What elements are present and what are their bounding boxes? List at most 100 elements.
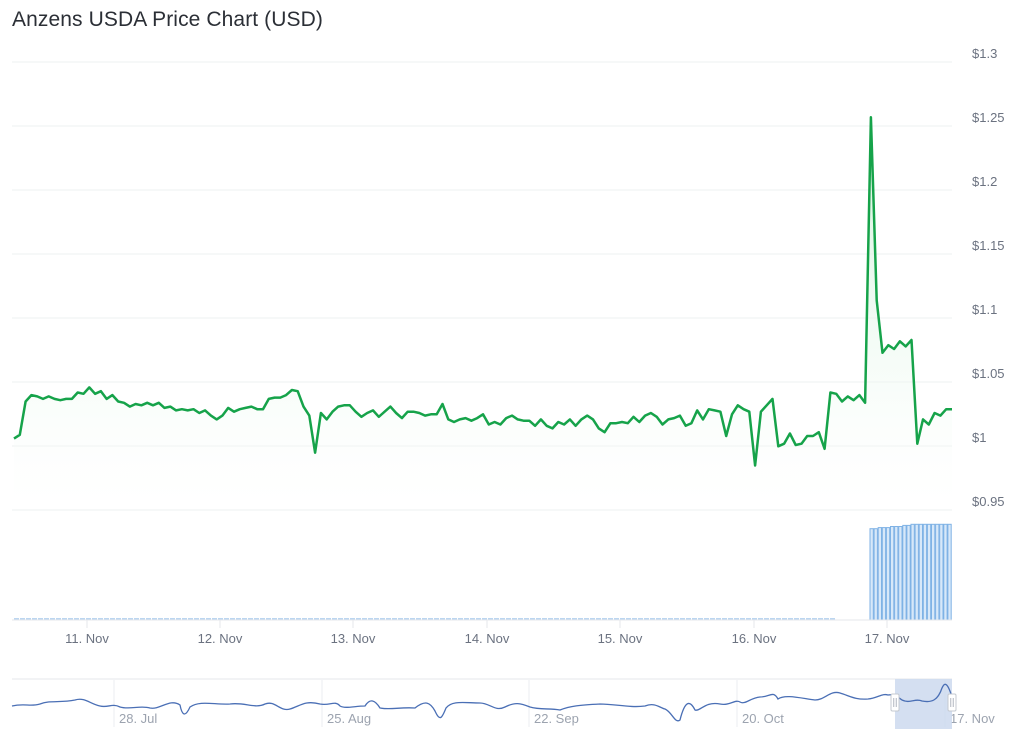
volume-bar [14,618,19,620]
volume-bar [224,618,229,620]
volume-bar [176,618,181,620]
volume-bar [338,618,343,620]
volume-bar [674,618,679,620]
volume-bar [914,523,919,621]
volume-bar [380,618,385,620]
volume-bar [614,618,619,620]
volume-bar [494,618,499,620]
volume-bar [152,618,157,620]
volume-bar [668,618,673,620]
volume-bar [344,618,349,620]
volume-bar [440,618,445,620]
x-tick-label: 13. Nov [331,631,376,646]
volume-bar [566,618,571,620]
price-line[interactable] [13,116,952,467]
volume-bar [885,527,891,621]
y-tick-label: $1.2 [972,174,997,189]
y-tick-label: $1.25 [972,110,1005,125]
volume-bar [590,618,595,620]
volume-bar [752,618,757,620]
navigator-tick-label: 22. Sep [534,711,579,726]
volume-bar [290,618,295,620]
navigator-left-handle[interactable] [890,693,900,712]
volume-bar [326,618,331,620]
volume-bar [194,618,199,620]
x-tick-label: 16. Nov [732,631,777,646]
navigator-right-handle[interactable] [947,693,957,712]
volume-bar [626,618,631,620]
volume-bar [902,524,907,621]
volume-bar [362,618,367,620]
volume-bar [38,618,43,620]
volume-bar [800,618,805,620]
volume-bar [188,618,193,620]
x-tick-label: 11. Nov [65,631,109,646]
volume-bar [140,618,145,620]
volume-bar [320,618,325,620]
volume-bar [350,618,355,620]
volume-bar [530,618,535,620]
volume-bar [272,618,277,620]
volume-bar [476,618,481,620]
volume-bar [434,618,439,620]
volume-bar [776,618,781,620]
y-axis-labels: $1.3 $1.25 $1.2 $1.15 $1.1 $1.05 $1 $0.95 [972,46,1005,509]
volume-bar [116,618,121,620]
volume-bar [512,618,517,620]
volume-bar [356,618,361,620]
volume-bar [488,618,493,620]
x-axis-labels: 11. Nov 12. Nov 13. Nov 14. Nov 15. Nov 16. N… [65,620,910,646]
volume-bar [158,618,163,620]
volume-bar [464,618,469,620]
navigator-tick-label: 20. Oct [742,711,784,726]
volume-bar [62,618,67,620]
volume-bar [764,618,769,620]
volume-bar [260,618,265,620]
volume-bar [56,618,61,620]
volume-bar [314,618,319,620]
volume-bar [80,618,85,620]
volume-bar [650,618,655,620]
volume-bar [68,618,73,620]
volume-bar [74,618,79,620]
y-tick-label: $1 [972,430,986,445]
volume-bar [296,618,301,620]
volume-bar [698,618,703,620]
chart-title: Anzens USDA Price Chart (USD) [12,8,323,31]
volume-bar [212,618,217,620]
volume-bar [332,618,337,620]
navigator-tick-label: 17. Nov [950,711,995,726]
volume-bar [122,618,127,620]
volume-bar [812,618,817,620]
volume-bar [374,618,379,620]
volume-bar [710,618,715,620]
volume-bar [644,618,649,620]
volume-bar [458,618,463,620]
volume-bar [470,618,475,620]
volume-bar [662,618,667,620]
volume-bar [881,527,887,621]
y-tick-label: $1.05 [972,366,1005,381]
volume-bar [869,528,874,621]
volume-bar [416,618,421,620]
volume-bar [656,618,661,620]
volume-bar [830,618,835,620]
y-tick-label: $0.95 [972,494,1005,509]
volume-bar [806,618,811,620]
volume-bar [947,523,952,621]
volume-bar [873,528,878,621]
volume-bar [638,618,643,620]
volume-bar [560,618,565,620]
x-tick-label: 17. Nov [865,631,910,646]
volume-bar [692,618,697,620]
volume-bar [596,618,601,620]
volume-bar [524,618,529,620]
volume-bar [608,618,613,620]
navigator[interactable]: 28. Jul 25. Aug 22. Sep 20. Oct 17. Nov [11,678,995,729]
volume-bar [98,618,103,620]
volume-bar [572,618,577,620]
volume-bar [758,618,763,620]
volume-bar [770,618,775,620]
volume-bar [266,618,271,620]
